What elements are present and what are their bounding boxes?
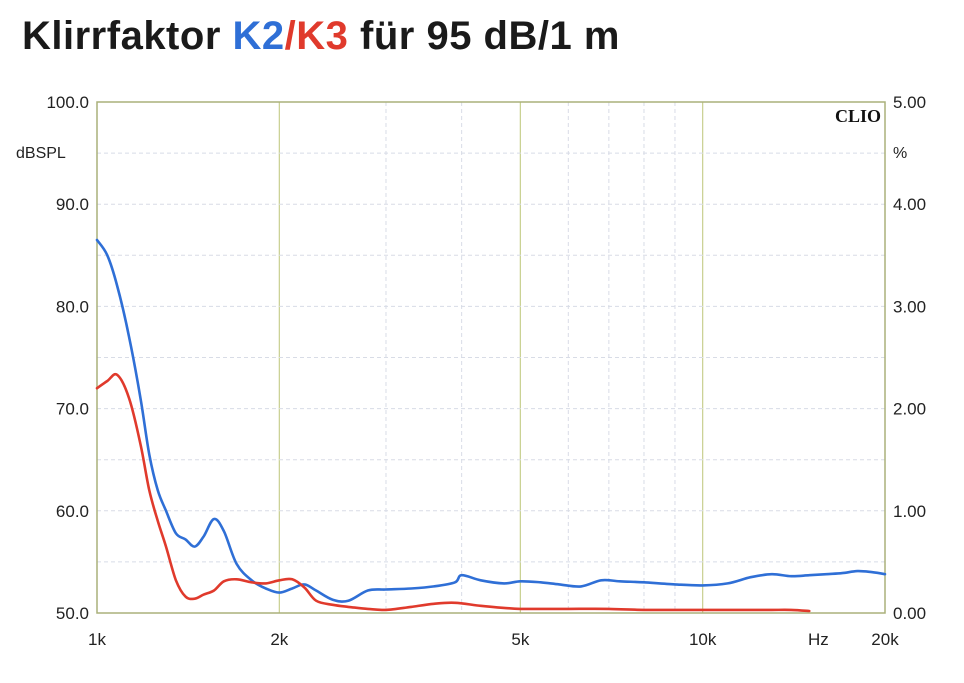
y-tick-label: 90.0	[56, 195, 89, 214]
x-tick-label: 1k	[88, 630, 106, 649]
title-suffix: für 95 dB/1 m	[348, 14, 620, 58]
title-k3: K3	[296, 14, 349, 58]
chart-series	[95, 238, 887, 613]
chart-title: Klirrfaktor K2/K3 für 95 dB/1 m	[22, 14, 620, 59]
x-tick-label: 2k	[270, 630, 288, 649]
y2-tick-label: 2.00	[893, 400, 926, 419]
y2-tick-label: 5.00	[893, 93, 926, 112]
x-tick-label: 5k	[511, 630, 529, 649]
x-tick-label: 10k	[689, 630, 717, 649]
y-axis-unit: dBSPL	[16, 145, 66, 162]
y2-tick-label: 1.00	[893, 502, 926, 521]
y-tick-label: 70.0	[56, 400, 89, 419]
title-k2: K2	[232, 14, 285, 58]
y-tick-label: 60.0	[56, 502, 89, 521]
y-tick-label: 100.0	[46, 93, 89, 112]
title-prefix: Klirrfaktor	[22, 14, 233, 58]
y-tick-label: 80.0	[56, 297, 89, 316]
plot-frame	[96, 101, 886, 614]
y2-tick-label: 0.00	[893, 604, 926, 623]
x-tick-label: 20k	[871, 630, 899, 649]
title-slash: /	[284, 14, 297, 58]
clio-logo: CLIO	[835, 106, 881, 126]
y-tick-label: 50.0	[56, 604, 89, 623]
y2-tick-label: 3.00	[893, 297, 926, 316]
y2-axis-unit: %	[893, 145, 907, 162]
chart-grid	[97, 102, 885, 613]
series-line-k2	[95, 238, 887, 603]
chart-labels: 50.0 60.0 70.0 80.0 90.0 100.0 0.00 1.00 2.00 3.0…	[16, 93, 926, 649]
series-line-k3	[95, 372, 811, 613]
y2-tick-label: 4.00	[893, 195, 926, 214]
x-axis-unit: Hz	[808, 630, 829, 649]
